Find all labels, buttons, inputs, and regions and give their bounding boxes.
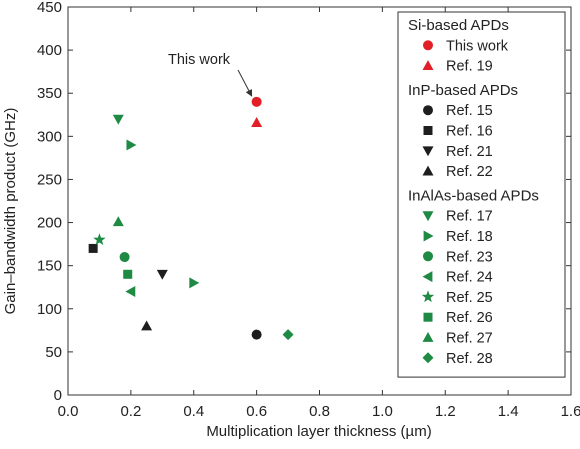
- legend-entry: Ref. 21: [446, 144, 493, 160]
- x-tick-label: 1.6: [561, 403, 580, 420]
- data-point: [88, 243, 98, 253]
- legend-marker: [422, 352, 434, 364]
- x-tick-label: 1.0: [372, 403, 393, 420]
- data-point: [119, 252, 130, 263]
- legend-marker: [423, 126, 433, 135]
- legend-entry: Ref. 26: [446, 310, 493, 326]
- legend-marker: [423, 312, 433, 322]
- data-point: [112, 114, 124, 125]
- legend-marker: [422, 332, 434, 342]
- data-point: [156, 269, 168, 280]
- data-point: [126, 139, 137, 151]
- legend-marker: [421, 290, 435, 303]
- y-tick-label: 50: [45, 344, 62, 361]
- annotation-arrow: [237, 69, 253, 97]
- legend-marker: [423, 40, 433, 51]
- legend-entry: Ref. 18: [446, 229, 493, 245]
- legend-marker: [422, 211, 434, 222]
- legend-entry: Ref. 24: [446, 270, 493, 286]
- legend-marker: [422, 146, 434, 157]
- legend-group-title: InP-based APDs: [408, 82, 518, 99]
- data-point: [251, 117, 263, 127]
- data-point: [93, 233, 106, 246]
- annotation-label: This work: [168, 52, 231, 68]
- legend-entry: Ref. 16: [446, 124, 493, 140]
- y-tick-label: 250: [37, 171, 62, 188]
- x-tick-label: 0.2: [120, 403, 141, 420]
- data-point: [123, 269, 133, 279]
- x-tick-label: 0.0: [58, 403, 79, 420]
- legend-marker: [422, 271, 433, 283]
- data-point: [112, 216, 124, 227]
- x-tick-label: 0.6: [246, 403, 267, 420]
- y-tick-label: 300: [37, 128, 62, 145]
- legend-marker: [423, 105, 433, 116]
- legend-entry: Ref. 22: [446, 164, 493, 180]
- x-tick-label: 1.2: [435, 403, 456, 420]
- legend: Si-based APDs This work Ref. 19 InP-based A…: [397, 11, 566, 378]
- legend-entry: Ref. 27: [446, 331, 493, 347]
- y-tick-label: 150: [37, 258, 62, 275]
- tick-labels: 0.0 0.2 0.4 0.6 0.8 1.0 1.2 1.4 1.6 0 50 100 150 200 2…: [37, 0, 580, 420]
- tick-marks: [67, 6, 572, 396]
- annotation: This work: [168, 52, 253, 97]
- x-axis-title: Multiplication layer thickness (µm): [206, 423, 431, 440]
- data-point: [125, 286, 136, 298]
- legend-entry: Ref. 28: [446, 351, 493, 367]
- data-points: [88, 96, 294, 341]
- legend-group-title: InAlAs-based APDs: [408, 187, 539, 204]
- data-point: [141, 320, 153, 331]
- y-tick-label: 350: [37, 85, 62, 102]
- data-point: [251, 329, 262, 340]
- legend-marker: [422, 60, 434, 70]
- legend-entry: Ref. 23: [446, 249, 493, 265]
- data-point: [189, 277, 200, 289]
- legend-marker: [423, 230, 434, 242]
- x-tick-label: 0.4: [183, 403, 204, 420]
- legend-marker: [422, 165, 434, 176]
- y-tick-label: 400: [37, 42, 62, 59]
- legend-entry: Ref. 19: [446, 59, 493, 75]
- data-point: [251, 96, 262, 107]
- legend-entry: Ref. 17: [446, 209, 493, 225]
- y-tick-label: 200: [37, 215, 62, 232]
- y-tick-label: 450: [37, 0, 62, 16]
- legend-group-title: Si-based APDs: [408, 17, 509, 34]
- data-point: [282, 329, 294, 341]
- legend-entry: Ref. 15: [446, 103, 493, 119]
- y-tick-label: 0: [54, 387, 62, 404]
- y-tick-label: 100: [37, 301, 62, 318]
- legend-marker: [423, 251, 433, 262]
- y-axis-title: Gain–bandwidth product (GHz): [2, 108, 19, 315]
- legend-entry: Ref. 25: [446, 290, 493, 306]
- x-tick-label: 0.8: [309, 403, 330, 420]
- x-tick-label: 1.4: [498, 403, 519, 420]
- legend-entry: This work: [446, 38, 509, 54]
